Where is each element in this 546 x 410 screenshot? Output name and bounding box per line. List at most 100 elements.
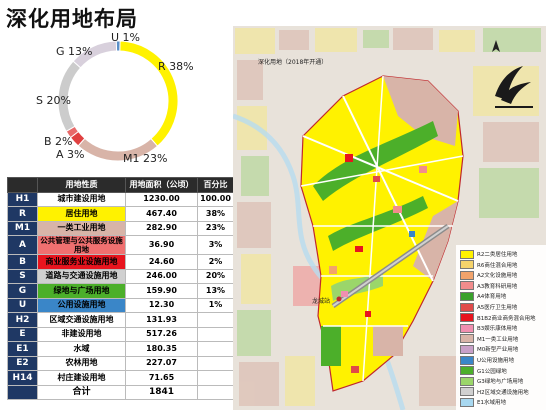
row-area: 71.65 bbox=[125, 370, 198, 386]
table-row: H1 城市建设用地 1230.00 100.00 bbox=[7, 191, 234, 207]
table-row: H2 区域交通设施用地 131.93 bbox=[7, 312, 234, 328]
row-percent bbox=[197, 370, 234, 386]
row-area: 24.60 bbox=[125, 254, 198, 270]
row-area: 180.35 bbox=[125, 341, 198, 357]
table-row: B 商业服务业设施用地 24.60 2% bbox=[7, 254, 234, 270]
row-percent: 23% bbox=[197, 220, 234, 236]
table-header-row: 用地性质 用地面积（公顷） 百分比 bbox=[7, 177, 234, 193]
donut-label-u: U 1% bbox=[111, 31, 140, 44]
legend-swatch bbox=[460, 281, 474, 291]
row-land-type: 道路与交通设施用地 bbox=[37, 268, 126, 284]
row-land-type: 绿地与广场用地 bbox=[37, 283, 126, 299]
row-land-type: 公用设施用地 bbox=[37, 297, 126, 313]
legend-label: A3教育科研用地 bbox=[477, 283, 518, 290]
row-code: B bbox=[7, 254, 38, 270]
donut-label-s: S 20% bbox=[36, 94, 71, 107]
row-percent bbox=[197, 341, 234, 357]
donut-slice-u bbox=[115, 40, 121, 52]
legend-swatch bbox=[460, 355, 474, 365]
header-code bbox=[7, 177, 38, 193]
land-use-donut-chart: R 38% M1 23% A 3%B 2% S 20% G 13% U 1% bbox=[36, 31, 194, 165]
legend-item: A5医疗卫生用地 bbox=[460, 302, 517, 312]
row-percent: 20% bbox=[197, 268, 234, 284]
legend-item: A3教育科研用地 bbox=[460, 281, 517, 291]
row-land-type: 水域 bbox=[37, 341, 126, 357]
row-area: 1841 bbox=[125, 384, 198, 400]
row-land-type: 区域交通设施用地 bbox=[37, 312, 126, 328]
legend-swatch bbox=[460, 270, 474, 280]
table-row: A 公共管理与公共服务设施用地 36.90 3% bbox=[7, 235, 234, 255]
row-code: E2 bbox=[7, 355, 38, 371]
table-row: M1 一类工业用地 282.90 23% bbox=[7, 220, 234, 236]
row-percent: 13% bbox=[197, 283, 234, 299]
header-area: 用地面积（公顷） bbox=[125, 177, 198, 193]
header-land-type: 用地性质 bbox=[37, 177, 126, 193]
donut-label-r: R 38% bbox=[158, 60, 194, 73]
land-use-table: 用地性质 用地面积（公顷） 百分比 H1 城市建设用地 1230.00 100.00 R… bbox=[7, 177, 234, 400]
row-area: 246.00 bbox=[125, 268, 198, 284]
row-code: E1 bbox=[7, 341, 38, 357]
row-area: 12.30 bbox=[125, 297, 198, 313]
row-code: H14 bbox=[7, 370, 38, 386]
row-percent: 2% bbox=[197, 254, 234, 270]
row-land-type: 村庄建设用地 bbox=[37, 370, 126, 386]
donut-label-a: A 3% bbox=[56, 148, 84, 161]
table-row: E 非建设用地 517.26 bbox=[7, 326, 234, 342]
row-code: A bbox=[7, 235, 38, 255]
row-percent: 3% bbox=[197, 235, 234, 255]
row-land-type: 一类工业用地 bbox=[37, 220, 126, 236]
table-row: H14 村庄建设用地 71.65 bbox=[7, 370, 234, 386]
row-land-type: 城市建设用地 bbox=[37, 191, 126, 207]
legend-swatch bbox=[460, 397, 474, 407]
row-land-type: 商业服务业设施用地 bbox=[37, 254, 126, 270]
legend-label: B1B2商业商务混合用地 bbox=[477, 315, 536, 322]
legend-label: E1水域用地 bbox=[477, 400, 506, 407]
row-percent bbox=[197, 326, 234, 342]
legend-label: R6商住混合用地 bbox=[477, 262, 518, 269]
donut-label-m1: M1 23% bbox=[123, 152, 167, 165]
legend-item: B1B2商业商务混合用地 bbox=[460, 313, 536, 323]
legend-label: A5医疗卫生用地 bbox=[477, 305, 518, 311]
row-code: H1 bbox=[7, 191, 38, 207]
row-percent: 38% bbox=[197, 206, 234, 222]
row-area: 227.07 bbox=[125, 355, 198, 371]
legend-swatch bbox=[460, 344, 474, 354]
page-title: 深化用地布局 bbox=[6, 7, 138, 31]
row-code: S bbox=[7, 268, 38, 284]
row-land-type: 合计 bbox=[37, 384, 126, 400]
row-area: 282.90 bbox=[125, 220, 198, 236]
legend-item: M0新型产业用地 bbox=[460, 344, 518, 354]
donut-label-g: G 13% bbox=[56, 45, 92, 58]
table-row: E2 农林用地 227.07 bbox=[7, 355, 234, 371]
legend-item: R2二类居住用地 bbox=[460, 249, 517, 259]
row-code: G bbox=[7, 283, 38, 299]
legend-label: U公用设施用地 bbox=[477, 358, 515, 364]
legend-label: H2区域交通设施用地 bbox=[477, 389, 529, 396]
map-legend: R2二类居住用地 R6商住混合用地 A2文化设施用地 A3教育科研用地 A4体育用地 A5… bbox=[456, 245, 546, 410]
legend-swatch bbox=[460, 291, 474, 301]
legend-label: A4体育用地 bbox=[477, 294, 507, 301]
donut-slice-r bbox=[119, 40, 179, 147]
table-row: 合计 1841 bbox=[7, 384, 234, 400]
legend-swatch bbox=[460, 366, 474, 376]
table-row: R 居住用地 467.40 38% bbox=[7, 206, 234, 222]
row-area: 131.93 bbox=[125, 312, 198, 328]
table-row: E1 水域 180.35 bbox=[7, 341, 234, 357]
legend-item: U公用设施用地 bbox=[460, 355, 514, 365]
legend-swatch bbox=[460, 260, 474, 270]
table-row: U 公用设施用地 12.30 1% bbox=[7, 297, 234, 313]
row-percent bbox=[197, 384, 234, 400]
legend-swatch bbox=[460, 334, 474, 344]
row-land-type: 居住用地 bbox=[37, 206, 126, 222]
legend-swatch bbox=[460, 313, 474, 323]
donut-label-b: B 2% bbox=[44, 135, 73, 148]
legend-label: M1一类工业用地 bbox=[477, 336, 519, 343]
row-area: 517.26 bbox=[125, 326, 198, 342]
row-code: E bbox=[7, 326, 38, 342]
legend-label: G3绿地与广场用地 bbox=[477, 379, 524, 386]
legend-label: M0新型产业用地 bbox=[477, 347, 519, 354]
row-land-type: 公共管理与公共服务设施用地 bbox=[37, 235, 126, 255]
table-row: S 道路与交通设施用地 246.00 20% bbox=[7, 268, 234, 284]
legend-swatch bbox=[460, 376, 474, 386]
row-area: 1230.00 bbox=[125, 191, 198, 207]
